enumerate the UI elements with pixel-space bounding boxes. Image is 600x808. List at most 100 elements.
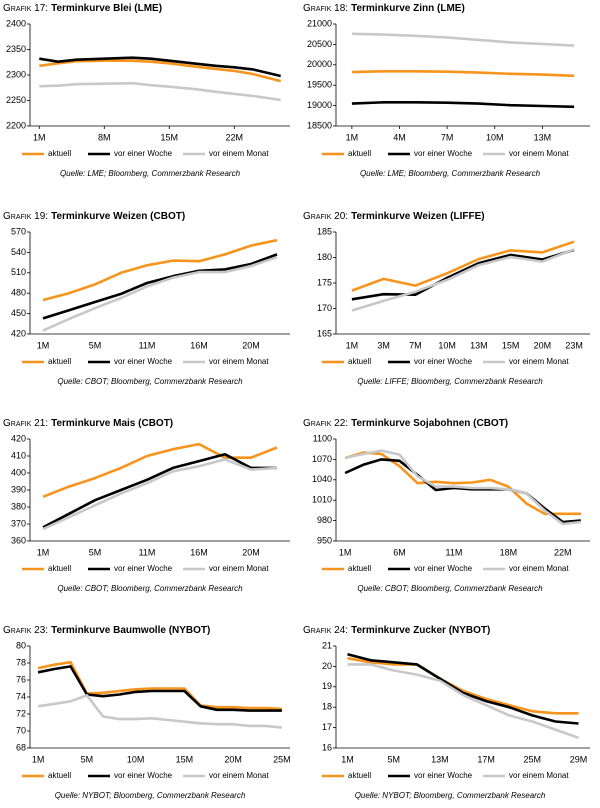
x-tick-label: 20M xyxy=(224,754,242,764)
x-tick-label: 5M xyxy=(387,754,400,764)
y-tick-label: 2200 xyxy=(6,120,26,130)
y-tick-label: 390 xyxy=(11,484,26,494)
x-tick-label: 7M xyxy=(409,340,422,350)
x-tick-label: 15M xyxy=(502,340,520,350)
x-tick-label: 1M xyxy=(346,340,359,350)
y-tick-label: 19000 xyxy=(307,100,332,110)
series-line xyxy=(39,81,281,102)
x-tick-label: 18M xyxy=(500,547,518,557)
x-tick-label: 5M xyxy=(89,340,102,350)
chart-title-text: Terminkurve Zinn (LME) xyxy=(351,3,465,14)
x-tick-label: 10M xyxy=(486,132,504,142)
y-tick-label: 80 xyxy=(16,640,26,650)
chart-label: Grafik 22: xyxy=(303,418,348,429)
y-tick-label: 180 xyxy=(317,252,332,262)
x-tick-label: 15M xyxy=(176,754,194,764)
chart-title: Grafik 22: Terminkurve Sojabohnen (CBOT) xyxy=(303,418,508,429)
x-tick-label: 5M xyxy=(81,754,94,764)
x-tick-label: 7M xyxy=(441,132,454,142)
y-tick-label: 1100 xyxy=(313,433,332,443)
legend-label: vor einem Monat xyxy=(509,357,569,366)
x-tick-label: 15M xyxy=(161,132,179,142)
x-tick-label: 3M xyxy=(377,340,390,350)
y-tick-label: 170 xyxy=(317,303,332,313)
y-tick-label: 21 xyxy=(322,640,332,650)
y-tick-label: 72 xyxy=(16,708,26,718)
x-tick-label: 25M xyxy=(524,754,542,764)
series-line xyxy=(351,70,575,78)
y-tick-label: 19 xyxy=(322,681,332,691)
y-tick-label: 76 xyxy=(16,674,26,684)
x-tick-label: 11M xyxy=(446,547,463,557)
source-note: Quelle: NYBOT; Bloomberg, Commerzbank Re… xyxy=(55,791,246,800)
series-line xyxy=(42,458,278,531)
legend-label: vor einer Woche xyxy=(114,564,173,573)
legend-label: aktuell xyxy=(48,357,71,366)
legend-label: vor einem Monat xyxy=(209,564,269,573)
y-tick-label: 980 xyxy=(317,515,332,525)
series-line xyxy=(351,240,575,292)
legend-label: vor einer Woche xyxy=(414,149,473,158)
y-tick-label: 2350 xyxy=(6,44,26,54)
x-tick-label: 22M xyxy=(554,547,572,557)
x-tick-label: 16M xyxy=(190,340,208,350)
y-tick-label: 450 xyxy=(11,308,26,318)
x-tick-label: 1M xyxy=(33,132,46,142)
x-tick-label: 22M xyxy=(226,132,244,142)
x-tick-label: 13M xyxy=(431,754,449,764)
y-tick-label: 165 xyxy=(317,328,332,338)
y-tick-label: 410 xyxy=(11,450,26,460)
x-tick-label: 13M xyxy=(534,132,552,142)
x-tick-label: 17M xyxy=(477,754,495,764)
source-note: Quelle: NYBOT; Bloomberg, Commerzbank Re… xyxy=(355,791,546,800)
y-tick-label: 380 xyxy=(11,501,26,511)
legend-label: vor einem Monat xyxy=(209,149,269,158)
x-tick-label: 1M xyxy=(341,754,354,764)
legend-label: vor einer Woche xyxy=(414,771,473,780)
legend-label: aktuell xyxy=(48,149,71,158)
legend-label: vor einer Woche xyxy=(114,771,173,780)
x-tick-label: 8M xyxy=(98,132,111,142)
chart-title-text: Terminkurve Mais (CBOT) xyxy=(51,418,173,429)
x-tick-label: 11M xyxy=(139,340,156,350)
y-tick-label: 950 xyxy=(317,535,332,545)
series-line xyxy=(347,656,579,715)
y-tick-label: 370 xyxy=(11,518,26,528)
series-line xyxy=(347,652,579,725)
series-line xyxy=(347,663,579,740)
series-line xyxy=(37,660,282,711)
x-tick-label: 20M xyxy=(242,340,260,350)
x-tick-label: 1M xyxy=(37,547,50,557)
source-note: Quelle: CBOT; Bloomberg, Commerzbank Res… xyxy=(57,377,243,386)
x-tick-label: 1M xyxy=(32,754,45,764)
chart-title: Grafik 21: Terminkurve Mais (CBOT) xyxy=(3,418,173,429)
legend-label: aktuell xyxy=(48,771,71,780)
y-tick-label: 1010 xyxy=(312,495,332,505)
legend-label: vor einer Woche xyxy=(414,357,473,366)
legend-label: vor einem Monat xyxy=(209,771,269,780)
x-tick-label: 1M xyxy=(339,547,352,557)
series-line xyxy=(42,255,278,332)
source-note: Quelle: CBOT; Bloomberg, Commerzbank Res… xyxy=(57,584,243,593)
series-line xyxy=(39,56,282,78)
x-tick-label: 6M xyxy=(393,547,406,557)
x-tick-label: 25M xyxy=(273,754,291,764)
y-tick-label: 17 xyxy=(322,722,332,732)
y-tick-label: 175 xyxy=(317,277,332,287)
legend-label: vor einem Monat xyxy=(209,357,269,366)
series-line xyxy=(42,253,278,320)
x-tick-label: 10M xyxy=(438,340,456,350)
y-tick-label: 2400 xyxy=(6,18,26,28)
x-tick-label: 29M xyxy=(570,754,588,764)
source-note: Quelle: LME; Bloomberg, Commerzbank Rese… xyxy=(360,169,541,178)
chart-title-text: Terminkurve Zucker (NYBOT) xyxy=(351,625,490,636)
chart-title: Grafik 19: Terminkurve Weizen (CBOT) xyxy=(3,211,185,222)
source-note: Quelle: CBOT; Bloomberg, Commerzbank Res… xyxy=(357,584,543,593)
y-tick-label: 570 xyxy=(11,226,26,236)
legend-label: vor einer Woche xyxy=(114,357,173,366)
y-tick-label: 420 xyxy=(11,433,26,443)
series-line xyxy=(37,694,283,729)
y-tick-label: 68 xyxy=(16,742,26,752)
legend-label: vor einer Woche xyxy=(114,149,173,158)
